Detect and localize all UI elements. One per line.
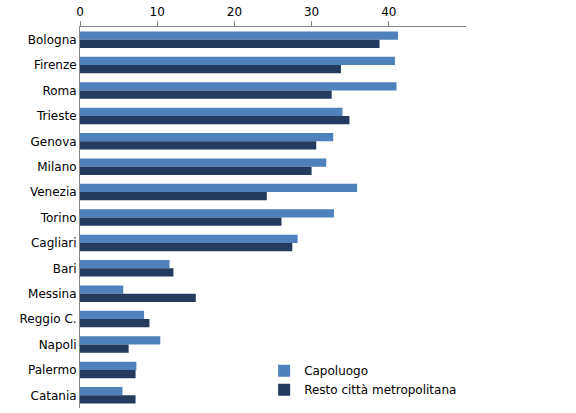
svg-text:Messina: Messina [28, 287, 77, 301]
svg-text:Resto città metropolitana: Resto città metropolitana [304, 383, 456, 397]
svg-text:Genova: Genova [31, 135, 77, 149]
svg-text:20: 20 [227, 5, 242, 19]
svg-text:Bari: Bari [53, 262, 77, 276]
svg-text:Reggio C.: Reggio C. [19, 312, 76, 326]
svg-text:Capoluogo: Capoluogo [304, 364, 368, 378]
svg-text:Trieste: Trieste [36, 109, 77, 123]
svg-text:Palermo: Palermo [28, 363, 77, 377]
svg-text:40: 40 [381, 5, 396, 19]
svg-text:Cagliari: Cagliari [31, 236, 77, 250]
svg-text:Catania: Catania [31, 389, 77, 403]
svg-text:0: 0 [76, 5, 84, 19]
svg-text:30: 30 [304, 5, 319, 19]
svg-text:Napoli: Napoli [39, 338, 77, 352]
svg-text:Torino: Torino [40, 211, 77, 225]
svg-text:Venezia: Venezia [30, 185, 77, 199]
svg-text:Roma: Roma [42, 84, 76, 98]
svg-text:10: 10 [150, 5, 165, 19]
svg-text:Firenze: Firenze [34, 58, 77, 72]
svg-text:Milano: Milano [37, 160, 76, 174]
svg-text:Bologna: Bologna [28, 33, 77, 47]
